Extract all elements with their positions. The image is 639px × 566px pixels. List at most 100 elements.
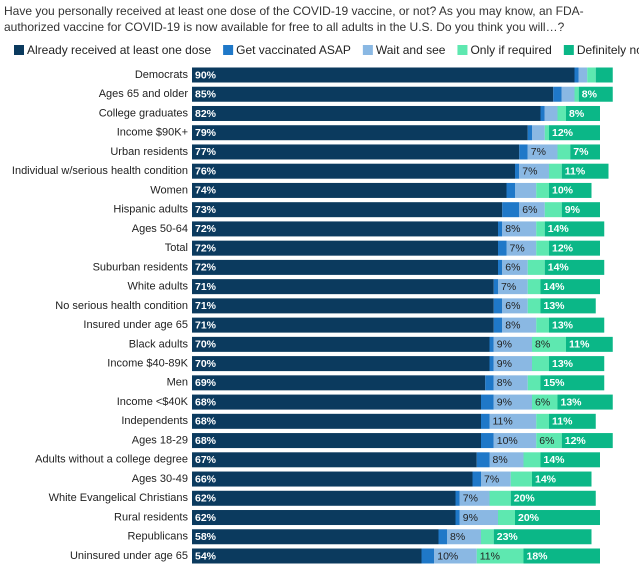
bar-segment <box>447 529 481 545</box>
bar-segment <box>476 548 524 564</box>
value-label: 76% <box>195 165 217 177</box>
bar-segment <box>459 510 498 526</box>
bar-segment <box>481 529 494 545</box>
value-label: 8% <box>535 339 550 351</box>
value-label: 14% <box>544 281 566 293</box>
bar-segment <box>498 221 503 237</box>
bar-segment <box>527 298 541 314</box>
bar-segment <box>532 471 592 487</box>
row-label: Income $90K+ <box>117 127 188 139</box>
value-label: 8% <box>497 377 512 389</box>
bar-segment <box>192 452 477 468</box>
legend-swatch <box>223 45 234 55</box>
row-label: Women <box>150 184 188 196</box>
value-label: 12% <box>552 127 574 139</box>
bar-segment <box>498 259 503 275</box>
bar-segment <box>489 490 511 506</box>
row-label: Rural residents <box>114 511 188 523</box>
bar-segment <box>502 298 528 314</box>
value-label: 68% <box>195 435 217 447</box>
legend-label: Only if required <box>470 43 551 57</box>
chart-title: Have you personally received at least on… <box>4 4 584 34</box>
bar-segment <box>489 336 494 352</box>
bar-segment <box>561 163 609 179</box>
value-label: 14% <box>548 262 570 274</box>
bar-segment <box>192 125 528 141</box>
bar-segment <box>493 317 503 333</box>
bar-segment <box>192 529 439 545</box>
bar-segment <box>536 182 549 198</box>
bar-segment <box>506 182 515 198</box>
bar-segment <box>493 356 532 372</box>
bar-segment <box>192 375 486 391</box>
row-label: Total <box>165 242 188 254</box>
value-label: 6% <box>505 262 520 274</box>
legend-label: Definitely not <box>577 43 639 57</box>
bar-segment <box>527 144 558 160</box>
value-label: 71% <box>195 300 217 312</box>
bar-segment <box>561 86 575 102</box>
value-label: 20% <box>518 512 540 524</box>
bar-segment <box>532 356 549 372</box>
value-label: 7% <box>463 493 478 505</box>
value-label: 11% <box>480 550 500 562</box>
legend-label: Get vaccinated ASAP <box>236 43 351 57</box>
bar-segment <box>549 317 605 333</box>
bar-segment <box>574 67 579 83</box>
legend-label: Already received at least one dose <box>27 43 211 57</box>
bar-segment <box>192 86 554 102</box>
row-label: Individual w/serious health condition <box>12 165 188 177</box>
value-label: 14% <box>535 473 557 485</box>
bar-segment <box>502 259 528 275</box>
value-label: 13% <box>561 396 583 408</box>
row-label: White Evangelical Christians <box>49 492 189 504</box>
legend-swatch <box>362 45 373 55</box>
bar-segment <box>472 471 481 487</box>
bar-segment <box>532 336 566 352</box>
bar-segment <box>536 433 562 449</box>
value-label: 85% <box>195 89 217 101</box>
value-label: 82% <box>195 108 217 120</box>
row-label: Income $40-89K <box>107 358 188 370</box>
bar-segment <box>595 67 613 83</box>
bar-segment <box>566 336 613 352</box>
value-label: 11% <box>565 165 586 177</box>
bar-segment <box>192 67 575 83</box>
bar-segment <box>587 67 596 83</box>
bar-segment <box>192 202 503 218</box>
value-label: 13% <box>552 358 574 370</box>
bar-segment <box>544 202 562 218</box>
value-label: 6% <box>539 435 554 447</box>
legend-swatch <box>14 45 24 55</box>
bar-segment <box>192 221 498 237</box>
row-label: Independents <box>121 415 188 427</box>
bar-segment <box>549 163 562 179</box>
bar-segment <box>502 221 537 237</box>
bar-segment <box>481 433 494 449</box>
bar-segment <box>510 490 596 506</box>
value-label: 90% <box>195 69 217 81</box>
legend-swatch <box>563 45 574 55</box>
row-label: Ages 50-64 <box>132 223 188 235</box>
value-label: 14% <box>544 454 566 466</box>
bar-segment <box>489 413 537 429</box>
value-label: 13% <box>552 319 574 331</box>
value-label: 7% <box>531 146 546 158</box>
bar-segment <box>544 221 605 237</box>
value-label: 12% <box>565 435 587 447</box>
row-label: Hispanic adults <box>113 204 188 216</box>
bar-segment <box>489 452 524 468</box>
row-label: Ages 30-49 <box>132 473 188 485</box>
value-label: 8% <box>569 108 585 120</box>
bar-segment <box>192 394 481 410</box>
bar-segment <box>192 317 494 333</box>
bar-segment <box>192 433 481 449</box>
bar-segment <box>481 413 490 429</box>
row-label: Suburban residents <box>93 261 189 273</box>
row-label: College graduates <box>99 107 189 119</box>
row-label: Uninsured under age 65 <box>70 550 188 562</box>
bar-segment <box>515 163 520 179</box>
value-label: 8% <box>505 319 520 331</box>
value-label: 68% <box>195 396 217 408</box>
